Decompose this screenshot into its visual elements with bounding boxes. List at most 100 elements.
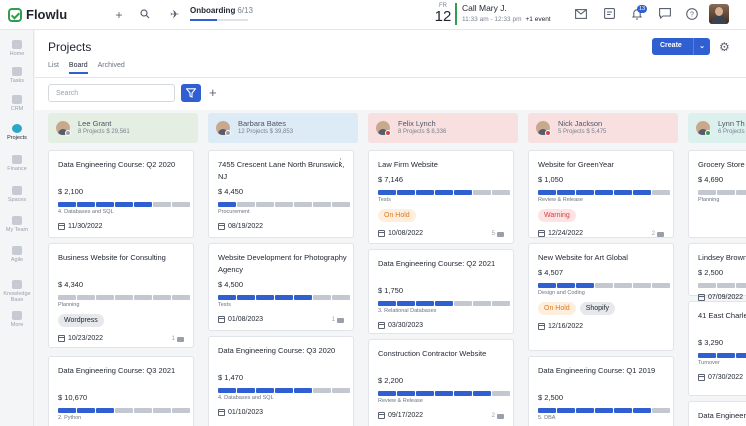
stage-segment	[576, 190, 594, 195]
project-card[interactable]: Data Engineering Course: Q2 2021 $ 1,750 3…	[368, 249, 514, 334]
project-card[interactable]: 41 East Charles Park, MD 2074 $ 3,290 Turn…	[688, 301, 746, 396]
nav-item-projects[interactable]: Projects	[0, 124, 34, 141]
status-dot-icon	[385, 130, 391, 136]
card-title[interactable]: Data Engineering Course: Q2 2020	[58, 160, 176, 169]
card-title[interactable]: Data Engineering Course: Q3 2020	[218, 346, 336, 355]
stage-segment	[717, 283, 735, 288]
card-title[interactable]: Website for GreenYear	[538, 160, 614, 169]
card-comments[interactable]: 1	[332, 317, 344, 323]
card-title[interactable]: 7455 Crescent Lane North Brunswick, NJ	[218, 160, 345, 181]
card-title[interactable]: New Website for Art Global	[538, 253, 628, 262]
nav-item-my-team[interactable]: My Team	[0, 216, 34, 233]
nav-item-label: More	[10, 322, 24, 328]
card-amount: $ 4,690	[698, 175, 724, 184]
gear-icon[interactable]: ⚙	[719, 40, 730, 54]
card-tag[interactable]: Wordpress	[58, 314, 104, 327]
card-title[interactable]: Data Engineer	[698, 411, 746, 420]
card-due-date: 12/16/2022	[538, 323, 583, 330]
card-title[interactable]: Grocery Store Development	[698, 160, 746, 169]
event-title: Call Mary J.	[462, 3, 507, 13]
chat-icon[interactable]	[658, 8, 672, 22]
event-more[interactable]: +1 event	[525, 16, 551, 23]
nav-item-agile[interactable]: Agile	[0, 246, 34, 263]
card-title[interactable]: Website Development for Photography Agen…	[218, 253, 347, 274]
nav-item-more[interactable]: More	[0, 311, 34, 328]
card-title[interactable]: Construction Contractor Website	[378, 349, 487, 358]
project-card[interactable]: Law Firm Website $ 7,146 Tests On Hold 10/08…	[368, 150, 514, 244]
card-amount: $ 3,290	[698, 338, 724, 347]
project-card[interactable]: Data Engineering Course: Q3 2021 $ 10,670…	[48, 356, 194, 426]
search-input[interactable]: Search	[48, 84, 175, 102]
nav-item-finance[interactable]: Finance	[0, 155, 34, 172]
column-header[interactable]: Felix Lynch 8 Projects $ 8,336	[368, 113, 518, 143]
plus-icon[interactable]: +	[115, 8, 123, 22]
project-card[interactable]: Website Development for Photography Agen…	[208, 243, 354, 331]
tab-archived[interactable]: Archived	[97, 62, 125, 69]
card-comments[interactable]: 1	[172, 336, 184, 342]
card-comments[interactable]: 2	[652, 231, 664, 237]
stage-segment	[77, 408, 95, 413]
mail-icon[interactable]	[574, 8, 588, 22]
card-title[interactable]: Data Engineering Course: Q3 2021	[58, 366, 176, 375]
card-title[interactable]: Law Firm Website	[378, 160, 438, 169]
card-title[interactable]: Business Website for Consulting	[58, 253, 166, 262]
column-header[interactable]: Lynn Th 6 Projects	[688, 113, 746, 143]
more-icon[interactable]: ⋮	[336, 157, 345, 167]
comment-count: 2	[491, 413, 495, 419]
card-title[interactable]: 41 East Charles Park, MD 2074	[698, 311, 746, 320]
tab-list[interactable]: List	[48, 62, 59, 69]
notes-icon[interactable]	[602, 8, 616, 22]
nav-item-spaces[interactable]: Spaces	[0, 186, 34, 203]
search-icon[interactable]	[138, 8, 152, 22]
project-card[interactable]: Grocery Store Development $ 4,690 Planning	[688, 150, 746, 238]
column-owner-name: Lee Grant	[78, 119, 112, 128]
tab-board[interactable]: Board	[68, 62, 88, 74]
card-tag[interactable]: Warning	[538, 209, 576, 222]
calendar-date[interactable]: FR 12	[430, 3, 456, 24]
card-tags: On Hold	[378, 209, 416, 222]
chevron-down-icon[interactable]: ⌄	[693, 38, 710, 55]
nav-item-home[interactable]: Home	[0, 40, 34, 57]
project-card[interactable]: Website for GreenYear $ 1,050 Review & Rel…	[528, 150, 674, 238]
project-card[interactable]: Data Engineering Course: Q3 2020 $ 1,470 4…	[208, 336, 354, 426]
card-due-date: 11/30/2022	[58, 223, 103, 230]
project-card[interactable]: Data Engineering Course: Q1 2019 $ 2,500 5…	[528, 356, 674, 426]
project-card[interactable]: Business Website for Consulting $ 4,340 Pl…	[48, 243, 194, 348]
help-icon[interactable]: ?	[685, 8, 699, 22]
column-header[interactable]: Lee Grant 8 Projects $ 29,561	[48, 113, 198, 143]
project-card[interactable]: New Website for Art Global $ 4,507 Design …	[528, 243, 674, 351]
nav-item-tasks[interactable]: Tasks	[0, 67, 34, 84]
card-title[interactable]: Data Engineering Course: Q2 2021	[378, 259, 496, 268]
card-comments[interactable]: 5	[492, 231, 504, 237]
nav-item-knowledge-base[interactable]: Knowledge Base	[0, 280, 34, 303]
project-card[interactable]: Data Engineer	[688, 401, 746, 426]
create-button[interactable]: Create ⌄	[652, 38, 710, 55]
project-card[interactable]: Data Engineering Course: Q2 2020 $ 2,100 4…	[48, 150, 194, 238]
project-card[interactable]: 7455 Crescent Lane North Brunswick, NJ ⋮ $…	[208, 150, 354, 238]
next-event[interactable]: Call Mary J. 11:33 am - 12:33 pm +1 event	[455, 3, 575, 25]
card-tag[interactable]: On Hold	[378, 209, 416, 222]
card-stage: Review & Release	[378, 398, 423, 404]
calendar-icon	[378, 322, 385, 329]
stage-segment	[153, 295, 171, 300]
card-comments[interactable]: 2	[492, 413, 504, 419]
status-dot-icon	[225, 130, 231, 136]
project-card[interactable]: Construction Contractor Website $ 2,200 Re…	[368, 339, 514, 426]
column-header[interactable]: Barbara Bates 12 Projects $ 39,853	[208, 113, 358, 143]
card-title[interactable]: Lindsey Brown	[698, 253, 746, 262]
filter-button[interactable]	[181, 84, 201, 102]
add-icon[interactable]: +	[209, 85, 217, 100]
card-tag[interactable]: On Hold	[538, 302, 576, 315]
card-stage: Planning	[58, 302, 80, 308]
board-column: Lynn Th6 Projects Grocery Store Developme…	[688, 113, 746, 426]
card-title[interactable]: Data Engineering Course: Q1 2019	[538, 366, 656, 375]
project-card[interactable]: Lindsey Brown $ 2,500 07/09/2022	[688, 243, 746, 301]
column-summary: 6 Projects	[718, 129, 745, 135]
nav-item-crm[interactable]: CRM	[0, 95, 34, 112]
app-logo[interactable]: Flowlu	[8, 7, 67, 22]
column-header[interactable]: Nick Jackson 5 Projects $ 5,475	[528, 113, 678, 143]
card-stage: 3. Relational Databases	[378, 308, 437, 314]
card-tag[interactable]: Shopify	[579, 302, 616, 315]
user-avatar[interactable]	[709, 4, 729, 24]
stage-segment	[416, 301, 434, 306]
